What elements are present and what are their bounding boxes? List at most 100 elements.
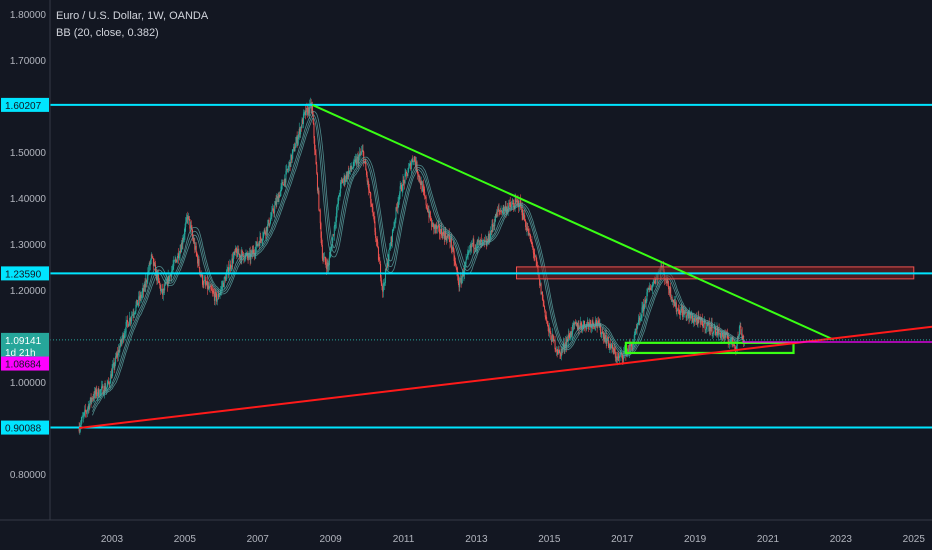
candle-body	[516, 200, 518, 202]
candle-body	[713, 327, 715, 332]
candle-body	[388, 249, 390, 261]
candle-body	[95, 389, 97, 395]
candle-body	[336, 205, 338, 213]
candle-body	[583, 320, 585, 325]
candle-body	[253, 250, 255, 253]
candle-body	[463, 273, 465, 277]
candle-body	[257, 244, 259, 246]
candle-body	[281, 181, 283, 184]
candle-body	[536, 260, 538, 266]
candle-body	[225, 274, 227, 281]
candle-body	[127, 322, 129, 327]
candle-body	[416, 161, 418, 173]
candle-body	[491, 224, 493, 232]
candle-body	[575, 323, 577, 326]
candle-body	[337, 195, 339, 204]
candle-body	[562, 343, 564, 348]
candle-body	[161, 288, 163, 290]
candle-body	[378, 259, 380, 261]
candle-body	[710, 326, 712, 329]
candle-body	[566, 338, 568, 347]
candle-body	[178, 255, 180, 259]
candle-body	[710, 323, 712, 329]
level-price-badge	[1, 266, 49, 281]
candle-body	[546, 317, 548, 322]
candle-body	[694, 318, 696, 322]
candle-body	[141, 295, 143, 298]
candle-body	[600, 333, 602, 335]
candle-body	[480, 239, 482, 242]
candle-body	[640, 317, 642, 319]
candle-body	[136, 299, 138, 306]
candle-body	[647, 287, 649, 290]
candle-body	[716, 327, 718, 334]
candle-body	[342, 180, 344, 183]
candle-body	[168, 275, 170, 281]
candle-body	[734, 346, 736, 348]
candle-body	[195, 245, 197, 250]
candle-body	[498, 208, 500, 211]
candle-body	[480, 239, 482, 245]
candle-body	[349, 165, 351, 171]
candle-body	[353, 159, 355, 167]
candle-body	[120, 339, 122, 343]
candle-body	[373, 212, 375, 217]
candle-body	[149, 263, 151, 265]
candle-body	[581, 325, 583, 329]
candle-body	[268, 219, 270, 226]
candle-body	[500, 210, 502, 212]
candle-body	[356, 158, 358, 165]
candle-body	[255, 246, 257, 254]
candle-body	[589, 322, 591, 324]
candle-body	[316, 164, 318, 174]
candle-body	[104, 386, 106, 391]
candle-body	[344, 179, 346, 183]
candle-body	[230, 267, 232, 269]
candle-body	[394, 219, 396, 223]
candle-body	[651, 284, 653, 288]
candle-body	[532, 247, 534, 253]
candle-body	[319, 209, 321, 211]
candle-body	[220, 286, 222, 290]
candle-body	[534, 256, 536, 258]
candle-body	[437, 225, 439, 227]
candle-body	[628, 350, 630, 352]
candle-body	[643, 303, 645, 312]
candle-body	[457, 275, 459, 284]
candle-body	[316, 173, 318, 191]
candle-body	[470, 245, 472, 248]
candle-body	[412, 159, 414, 162]
candle-body	[320, 223, 322, 238]
candle-body	[612, 344, 614, 349]
candle-body	[424, 196, 426, 198]
candle-body	[540, 283, 542, 295]
candle-body	[576, 322, 578, 330]
candle-body	[539, 283, 541, 286]
candle-body	[337, 203, 339, 206]
candle-body	[741, 333, 743, 336]
bb-basis-line	[92, 114, 745, 412]
candle-body	[248, 252, 250, 254]
candle-body	[386, 262, 388, 270]
candle-body	[218, 294, 220, 297]
candle-body	[564, 347, 566, 349]
candle-body	[438, 225, 440, 227]
time-axis-labels: 2003 2005 2007 2009 2011 2013 2015 2017 2019 2021…	[101, 534, 926, 545]
candle-body	[611, 344, 613, 347]
candle-body	[335, 212, 337, 223]
candle-body	[244, 259, 246, 261]
candle-body	[523, 213, 525, 219]
candle-body	[419, 181, 421, 185]
candle-body	[224, 277, 226, 279]
candle-body	[523, 213, 525, 220]
candle-body	[255, 241, 257, 247]
candle-body	[568, 334, 570, 337]
candle-body	[605, 335, 607, 344]
candle-body	[718, 329, 720, 334]
candle-body	[466, 257, 468, 260]
candle-body	[113, 362, 115, 366]
candle-body	[129, 318, 131, 325]
candle-body	[169, 274, 171, 276]
candle-body	[558, 349, 560, 352]
